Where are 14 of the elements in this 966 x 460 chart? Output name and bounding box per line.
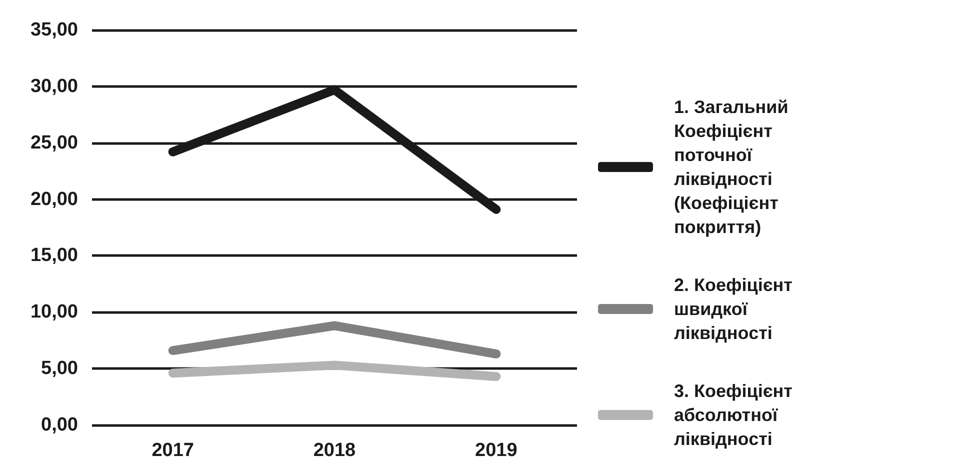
y-tick-label: 10,00 [30,302,78,323]
x-tick-label: 2019 [475,440,518,460]
y-tick-label: 15,00 [30,245,78,266]
y-tick-label: 25,00 [30,132,78,154]
legend-label: 2. Коефіцієнт швидкої ліквідності [674,275,798,343]
y-tick-label: 35,00 [30,20,78,40]
x-tick-label: 2017 [152,440,194,460]
legend-label: 1. Загальний Коефіцієнт поточної ліквідності (Коефіцієнт покриття) [674,97,794,237]
y-tick-label: 30,00 [30,76,78,97]
y-tick-label: 20,00 [30,188,78,210]
y-tick-label: 5,00 [41,358,78,380]
x-tick-label: 2018 [313,440,356,460]
y-tick-label: 0,00 [41,414,78,436]
legend-label: 3. Коефіцієнт абсолютної ліквідності [674,381,798,449]
